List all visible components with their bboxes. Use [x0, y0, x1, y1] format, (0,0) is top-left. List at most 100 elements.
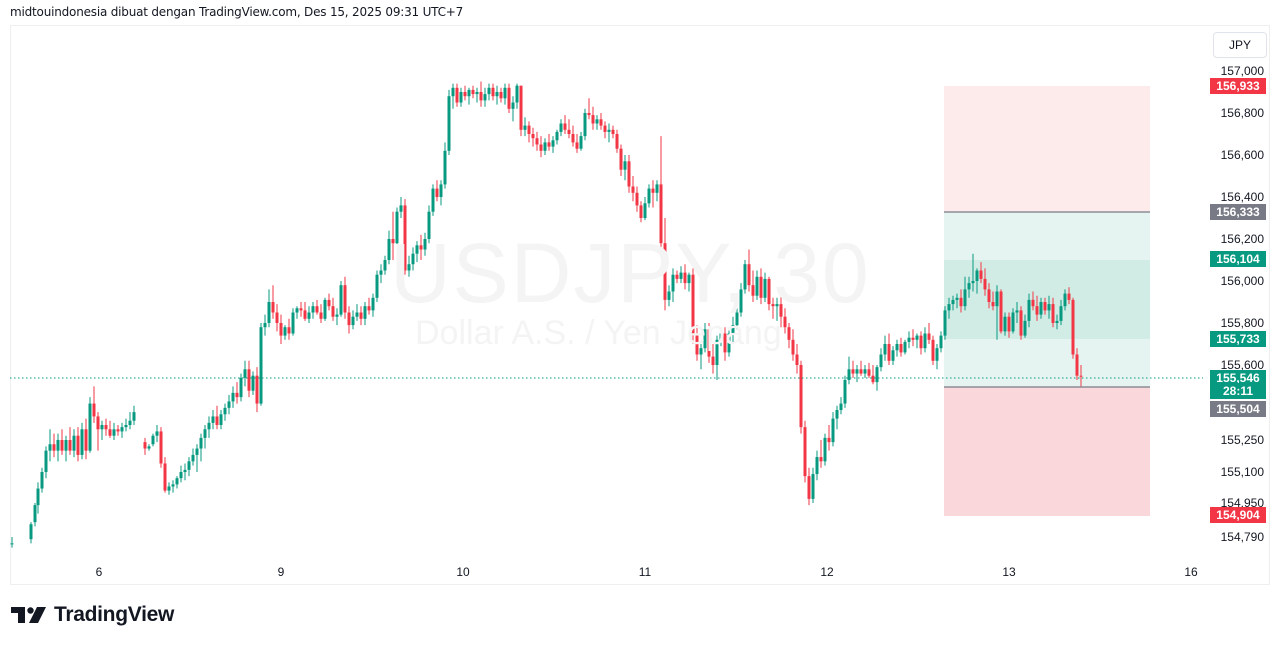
candle-up	[967, 283, 971, 290]
time-axis[interactable]: 6 9 10 11 12 13 16	[10, 560, 1203, 585]
tradingview-logo[interactable]: TradingView	[11, 603, 174, 627]
candle-down	[68, 440, 72, 451]
candle-up	[855, 369, 859, 374]
candle-down	[827, 437, 831, 443]
candle-down	[403, 205, 407, 271]
candle-down	[575, 142, 579, 149]
candle-up	[655, 184, 659, 193]
candle-down	[615, 134, 619, 149]
price-tick-label: 156,600	[1220, 148, 1264, 162]
candle-up	[10, 543, 14, 545]
candle-up	[1011, 312, 1015, 332]
candle-down	[707, 329, 711, 357]
candle-up	[191, 454, 195, 462]
candle-down	[567, 129, 571, 134]
candle-up	[231, 392, 235, 402]
candle-up	[1015, 310, 1019, 313]
candle-up	[211, 416, 215, 423]
candle-up	[411, 253, 415, 265]
candle-down	[303, 310, 307, 319]
candle-up	[1003, 316, 1007, 332]
candle-up	[399, 205, 403, 212]
candle-up	[203, 429, 207, 438]
candle-down	[783, 316, 787, 328]
candle-down	[367, 306, 371, 311]
candle-down	[807, 476, 811, 499]
candle-up	[687, 274, 691, 284]
candle-down	[1079, 375, 1083, 377]
candle-up	[427, 211, 431, 239]
candle-down	[1051, 304, 1055, 323]
candle-down	[299, 308, 303, 311]
candle-down	[751, 285, 755, 296]
candle-up	[699, 348, 703, 355]
candle-up	[647, 188, 651, 204]
candle-up	[223, 407, 227, 415]
candle-up	[147, 446, 151, 449]
candle-up	[295, 308, 299, 313]
candle-up	[29, 524, 33, 540]
candle-up	[875, 367, 879, 383]
candle-up	[64, 440, 68, 451]
candle-down	[519, 85, 523, 130]
candle-up	[40, 472, 44, 489]
target-2-price-tag: 155,733	[1210, 331, 1266, 347]
candle-up	[943, 310, 947, 336]
candle-down	[1075, 354, 1079, 376]
candle-up	[124, 425, 128, 428]
candle-up	[291, 312, 295, 334]
candle-down	[319, 312, 323, 319]
candle-up	[623, 161, 627, 170]
price-tick-label: 156,200	[1220, 232, 1264, 246]
candle-up	[120, 427, 124, 432]
currency-button[interactable]: JPY	[1213, 32, 1267, 58]
candle-up	[543, 142, 547, 151]
candle-up	[80, 429, 84, 455]
candle-down	[983, 278, 987, 290]
candle-down	[347, 312, 351, 326]
candle-down	[871, 375, 875, 383]
candle-up	[323, 299, 327, 319]
candle-down	[819, 457, 823, 462]
candle-up	[847, 369, 851, 380]
chart-plot-area[interactable]: USDJPY, 30 Dollar A.S. / Yen Jepang	[10, 25, 1203, 560]
candlestick-chart	[10, 81, 1203, 548]
candle-down	[547, 142, 551, 147]
candle-down	[108, 429, 112, 436]
candle-down	[531, 134, 535, 139]
candle-up	[100, 425, 104, 430]
candle-up	[963, 289, 967, 307]
candle-down	[619, 148, 623, 170]
candle-down	[787, 327, 791, 340]
candle-up	[975, 270, 979, 281]
candle-down	[591, 115, 595, 124]
candle-down	[279, 323, 283, 336]
candle-up	[1047, 304, 1051, 311]
candle-up	[431, 188, 435, 212]
candle-up	[48, 444, 52, 451]
candle-up	[1063, 293, 1067, 307]
candle-down	[795, 354, 799, 365]
candle-down	[435, 188, 439, 197]
candle-down	[327, 299, 331, 307]
candle-down	[84, 429, 88, 451]
candle-down	[535, 138, 539, 145]
candle-down	[419, 245, 423, 250]
candle-up	[511, 102, 515, 109]
price-axis[interactable]: 157,000 156,800 156,600 156,400 156,200 156,0…	[1203, 25, 1270, 585]
chart-attribution: midtouindonesia dibuat dengan TradingVie…	[10, 5, 464, 19]
candle-up	[739, 289, 743, 313]
candle-up	[643, 203, 647, 218]
candle-up	[891, 350, 895, 361]
candle-up	[415, 245, 419, 254]
candle-down	[1031, 299, 1035, 307]
candle-down	[723, 333, 727, 353]
candle-down	[675, 274, 679, 279]
candle-up	[863, 369, 867, 374]
candle-up	[387, 239, 391, 260]
candle-up	[375, 274, 379, 298]
price-tick-label: 155,600	[1220, 358, 1264, 372]
candle-up	[735, 312, 739, 326]
candle-up	[971, 281, 975, 284]
candle-up	[72, 435, 76, 451]
